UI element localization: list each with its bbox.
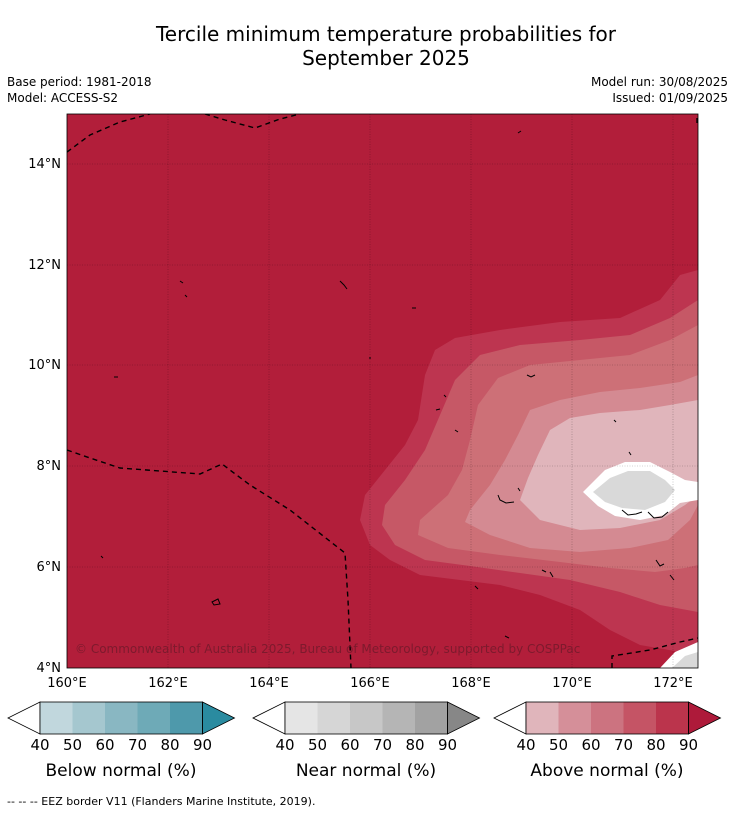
- model-run: Model run: 30/08/2025: [590, 75, 728, 89]
- colorbar-below-tick: 50: [63, 736, 82, 754]
- colorbar-near-over-arrow: [447, 701, 481, 735]
- colorbar-near-tick: 90: [438, 736, 457, 754]
- colorbar-above-segment: [526, 702, 559, 734]
- colorbar-below-tick: 40: [30, 736, 49, 754]
- x-axis: 160°E 162°E 164°E 166°E 168°E 170°E 172°…: [47, 676, 693, 691]
- colorbar-below-tick: 90: [193, 736, 212, 754]
- eez-footnote: -- -- -- EEZ border V11 (Flanders Marine…: [7, 795, 316, 808]
- colorbar-above-tick: 50: [549, 736, 568, 754]
- chart-title: Tercile minimum temperature probabilitie…: [0, 22, 736, 70]
- colorbar-legends: 40 50 60 70 80 90 40 50 60 70 80 90 40 50 60 70 80 90: [7, 701, 722, 754]
- colorbar-above-segment: [558, 702, 591, 734]
- colorbar-above-segment: [591, 702, 624, 734]
- base-period: Base period: 1981-2018: [7, 75, 152, 89]
- colorbar-below-tick: 80: [160, 736, 179, 754]
- colorbar-near-segment: [317, 702, 350, 734]
- meta-right: Model run: 30/08/2025 Issued: 01/09/2025: [591, 74, 728, 106]
- y-tick-14n: 14°N: [28, 157, 61, 172]
- colorbar-near-tick: 80: [405, 736, 424, 754]
- model-name: Model: ACCESS-S2: [7, 91, 119, 105]
- x-tick-164e: 164°E: [249, 676, 289, 691]
- eez-borders: [67, 114, 698, 668]
- colorbar-above-tick: 60: [581, 736, 600, 754]
- y-tick-12n: 12°N: [28, 258, 61, 273]
- meta-left: Base period: 1981-2018 Model: ACCESS-S2: [7, 74, 152, 106]
- y-tick-6n: 6°N: [37, 560, 62, 575]
- colorbar-near-segment: [285, 702, 318, 734]
- colorbar-near-segment: [350, 702, 383, 734]
- colorbar-above-segment: [623, 702, 656, 734]
- x-tick-166e: 166°E: [350, 676, 390, 691]
- colorbar-below-under-arrow: [7, 701, 41, 735]
- near-normal-region-corner: [672, 652, 698, 668]
- y-tick-4n: 4°N: [37, 661, 62, 676]
- near-normal-region: [593, 471, 675, 510]
- copyright-notice: © Commonwealth of Australia 2025, Bureau…: [75, 642, 580, 656]
- colorbar-title-near: Near normal (%): [295, 761, 437, 781]
- colorbar-above-tick: 70: [614, 736, 633, 754]
- colorbar-below-segment: [40, 702, 73, 734]
- x-tick-168e: 168°E: [451, 676, 491, 691]
- colorbar-above-outline: [525, 701, 689, 735]
- colorbar-below-tick: 70: [128, 736, 147, 754]
- y-tick-8n: 8°N: [37, 459, 62, 474]
- colorbar-below-outline: [39, 701, 203, 735]
- colorbar-near-tick: 60: [340, 736, 359, 754]
- colorbar-above: 40 50 60 70 80 90: [493, 701, 722, 754]
- colorbar-near-outline: [284, 701, 448, 735]
- colorbar-near-tick: 40: [275, 736, 294, 754]
- colorbar-above-over-arrow: [688, 701, 722, 735]
- colorbar-near-segment: [415, 702, 448, 734]
- title-line-1: Tercile minimum temperature probabilitie…: [155, 22, 617, 46]
- colorbar-near-tick: 50: [308, 736, 327, 754]
- colorbar-below-segment: [170, 702, 203, 734]
- colorbar-title-above: Above normal (%): [530, 761, 684, 781]
- x-tick-160e: 160°E: [47, 676, 87, 691]
- map-field: © Commonwealth of Australia 2025, Bureau…: [67, 114, 698, 668]
- colorbar-above-tick: 40: [516, 736, 535, 754]
- issued-date: Issued: 01/09/2025: [612, 91, 728, 105]
- forecast-map: © Commonwealth of Australia 2025, Bureau…: [7, 113, 722, 754]
- colorbar-above-under-arrow: [493, 701, 527, 735]
- colorbar-above-tick: 80: [646, 736, 665, 754]
- x-tick-172e: 172°E: [653, 676, 693, 691]
- colorbar-below-segment: [105, 702, 138, 734]
- colorbar-near: 40 50 60 70 80 90: [252, 701, 481, 754]
- islands: [100, 130, 675, 639]
- map-frame: [66, 113, 699, 669]
- colorbar-below-segment: [137, 702, 170, 734]
- x-tick-162e: 162°E: [148, 676, 188, 691]
- colorbar-below-over-arrow: [202, 701, 236, 735]
- colorbar-below-tick: 60: [95, 736, 114, 754]
- y-axis: 14°N 12°N 10°N 8°N 6°N 4°N: [28, 157, 61, 676]
- colorbar-below: 40 50 60 70 80 90: [7, 701, 236, 754]
- colorbar-title-below: Below normal (%): [45, 761, 197, 781]
- title-line-2: September 2025: [302, 46, 470, 70]
- y-tick-10n: 10°N: [28, 358, 61, 373]
- graticule: [67, 114, 698, 668]
- colorbar-near-under-arrow: [252, 701, 286, 735]
- colorbar-below-segment: [72, 702, 105, 734]
- colorbar-near-tick: 70: [373, 736, 392, 754]
- colorbar-above-tick: 90: [679, 736, 698, 754]
- x-tick-170e: 170°E: [552, 676, 592, 691]
- colorbar-near-segment: [382, 702, 415, 734]
- colorbar-above-segment: [656, 702, 689, 734]
